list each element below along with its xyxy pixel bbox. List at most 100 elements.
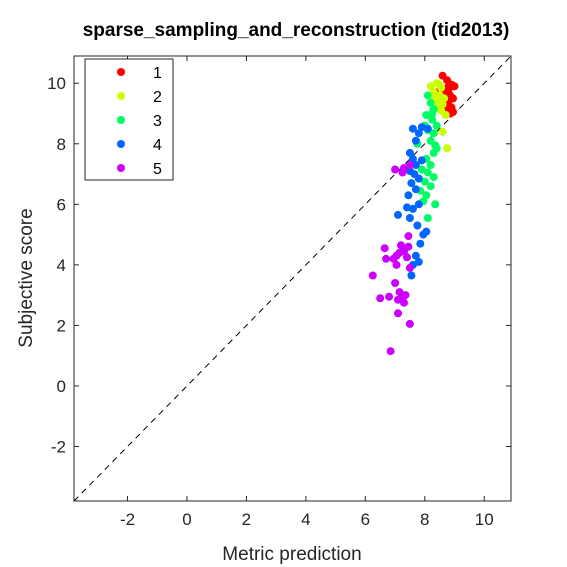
data-point-series-3 [422,191,431,200]
y-tick-label: 10 [47,74,66,93]
data-point-series-4 [416,239,425,248]
data-point-series-3 [428,115,437,124]
data-point-series-4 [414,129,423,138]
data-point-series-3 [426,161,435,169]
legend-box [84,58,174,181]
data-point-series-4 [414,174,423,183]
data-point-series-1 [444,82,453,91]
legend-label-2: 2 [153,89,162,106]
data-point-series-4 [408,124,417,133]
legend-marker-5 [117,164,125,172]
data-point-series-2 [443,144,452,153]
data-point-series-5 [398,168,407,177]
data-point-series-3 [423,214,432,222]
data-point-series-3 [429,148,438,157]
identity-reference-line [73,55,512,502]
data-point-series-4 [417,123,426,132]
x-tick-label: 10 [475,510,494,529]
data-point-series-3 [420,177,429,186]
data-point-series-4 [417,156,426,165]
y-tick-label: 2 [57,316,66,335]
data-point-series-3 [426,98,435,107]
data-point-series-2 [438,127,447,136]
data-point-series-3 [429,129,438,138]
data-point-series-5 [397,241,405,250]
data-point-series-1 [449,108,457,116]
legend-label-4: 4 [153,137,162,154]
data-point-series-2 [441,111,450,119]
legend-label-3: 3 [153,113,162,130]
data-point-series-4 [408,154,417,163]
legend-label-1: 1 [153,65,162,82]
data-point-series-5 [368,271,377,280]
legend-marker-3 [117,116,125,124]
data-point-series-4 [394,210,402,219]
data-point-series-5 [404,232,413,241]
data-point-series-2 [438,100,447,109]
x-tick-label: 6 [361,510,370,529]
data-point-series-3 [423,91,432,100]
data-point-series-5 [380,244,389,253]
x-tick-label: -2 [120,510,135,529]
data-point-series-5 [405,161,414,169]
data-point-series-3 [426,182,435,191]
data-point-series-5 [395,288,404,297]
y-tick-label: 0 [57,377,66,396]
data-point-series-4 [405,148,414,157]
y-axis-label: Subjective score [16,208,37,347]
y-tick-label: 4 [57,256,66,275]
data-point-series-5 [392,260,401,269]
data-point-series-3 [432,121,441,130]
y-tick-label: -2 [51,438,66,457]
data-point-series-5 [392,251,401,260]
legend-marker-1 [117,68,125,76]
chart-title: sparse_sampling_and_reconstruction (tid2… [83,20,510,41]
legend-marker-4 [117,140,125,148]
y-tick-label: 6 [57,195,66,214]
data-point-series-3 [423,168,432,177]
data-point-series-4 [404,191,413,200]
data-point-series-5 [403,253,411,262]
data-point-series-5 [386,347,395,356]
data-point-series-3 [431,141,440,150]
data-point-series-5 [398,294,407,303]
data-point-series-4 [407,271,416,280]
x-axis-label: Metric prediction [222,544,361,565]
data-point-series-2 [435,80,444,89]
data-point-series-4 [411,251,420,260]
data-point-series-3 [417,165,426,174]
data-point-series-5 [391,165,400,174]
data-point-series-4 [407,179,416,188]
y-tick-label: 8 [57,135,66,154]
legend-marker-2 [117,92,125,100]
data-point-series-1 [450,82,459,91]
data-point-series-4 [414,200,423,209]
data-point-series-4 [414,257,423,266]
legend: 1 2 3 4 5 [84,58,174,181]
data-point-series-5 [385,292,394,301]
data-point-series-4 [411,161,420,169]
data-point-series-2 [426,82,435,91]
legend-label-5: 5 [153,161,162,178]
data-points [368,71,459,356]
data-point-series-4 [423,124,432,133]
x-tick-label: 2 [242,510,251,529]
data-point-series-4 [413,221,422,230]
data-point-series-5 [405,319,414,328]
x-tick-label: 4 [301,510,310,529]
data-point-series-4 [419,230,428,239]
x-tick-label: 8 [420,510,429,529]
data-point-series-4 [405,214,414,222]
data-point-series-3 [428,109,437,118]
data-point-series-3 [431,200,440,209]
x-axis-ticks: -2 0 2 4 6 8 10 [120,56,494,529]
data-point-series-4 [403,203,411,212]
data-point-series-3 [429,173,438,182]
y-axis-ticks: -2 0 2 4 6 8 10 [47,74,511,457]
data-point-series-5 [400,247,408,256]
data-point-series-4 [411,185,420,194]
data-point-series-4 [411,136,420,145]
x-tick-label: 0 [182,510,191,529]
data-point-series-5 [394,309,402,318]
